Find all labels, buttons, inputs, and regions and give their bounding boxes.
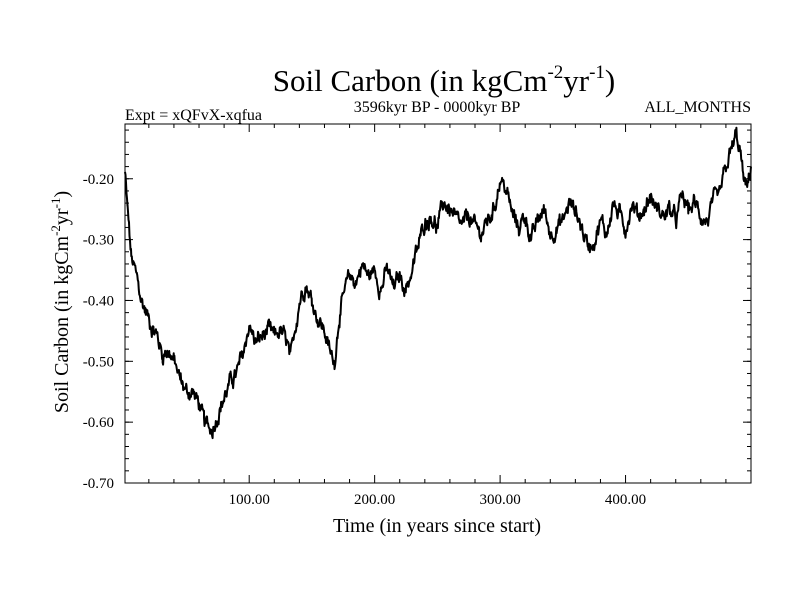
y-tick-label: -0.70 [83,476,114,492]
soil-carbon-series-line [124,126,752,440]
y-tick-label: -0.50 [83,354,114,370]
x-tick-label: 300.00 [479,492,520,508]
x-tick-label: 200.00 [354,492,395,508]
x-tick-label: 400.00 [605,492,646,508]
time-range-label: 3596kyr BP - 0000kyr BP [354,99,521,116]
x-tick-label: 100.00 [229,492,270,508]
y-tick-label: -0.60 [83,415,114,431]
y-tick-label: -0.20 [83,172,114,188]
chart-title: Soil Carbon (in kgCm-2yr-1) [273,62,616,98]
x-axis: 100.00 200.00 300.00 400.00 [148,124,727,508]
x-axis-label: Time (in years since start) [333,515,541,537]
y-tick-label: -0.40 [83,293,114,309]
months-label: ALL_MONTHS [644,99,751,116]
plot-frame [124,123,752,484]
y-tick-label: -0.30 [83,233,114,249]
y-axis: -0.70 -0.60 -0.50 -0.40 -0.30 -0.20 [83,129,751,492]
experiment-label: Expt = xQFvX-xqfua [125,107,262,124]
y-axis-label: Soil Carbon (in kgCm-2yr-1) [48,191,73,413]
